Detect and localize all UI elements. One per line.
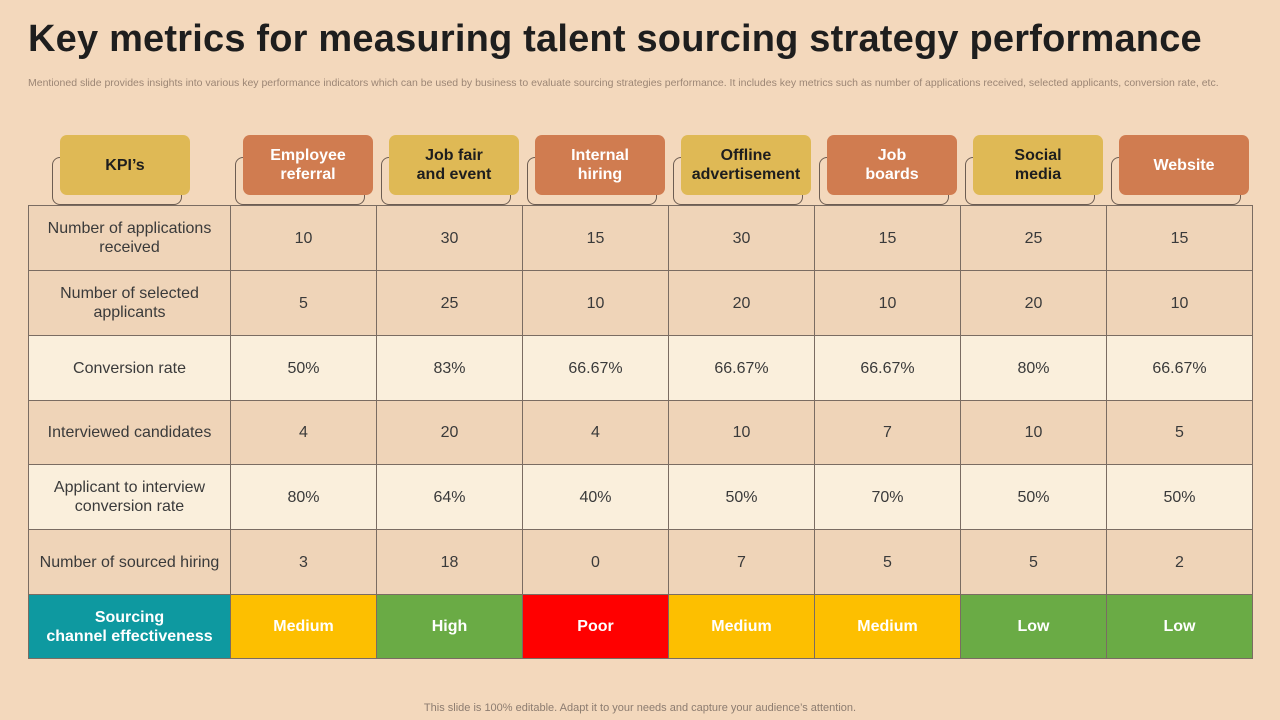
table-cell: High <box>376 594 523 659</box>
column-header: Job boards <box>827 135 957 195</box>
table-cell: 5 <box>230 270 377 336</box>
table-cell: Low <box>960 594 1107 659</box>
table-cell: 10 <box>668 400 815 465</box>
table-cell: 0 <box>522 529 669 595</box>
table-cell: 66.67% <box>1106 335 1253 401</box>
title: Key metrics for measuring talent sourcin… <box>28 18 1202 60</box>
table-cell: Low <box>1106 594 1253 659</box>
footer: This slide is 100% editable. Adapt it to… <box>423 702 857 714</box>
table-cell: 7 <box>668 529 815 595</box>
table-cell: 10 <box>814 270 961 336</box>
table-cell: Medium <box>230 594 377 659</box>
table-cell: 15 <box>814 205 961 271</box>
table-cell: 15 <box>1106 205 1253 271</box>
table-cell: 80% <box>230 464 377 530</box>
table-cell: 80% <box>960 335 1107 401</box>
table-cell: 7 <box>814 400 961 465</box>
table-cell: 10 <box>960 400 1107 465</box>
subtitle: Mentioned slide provides insights into v… <box>28 77 1219 89</box>
table-cell: 50% <box>960 464 1107 530</box>
table-cell: 20 <box>668 270 815 336</box>
table-cell: 20 <box>960 270 1107 336</box>
table-cell: 10 <box>1106 270 1253 336</box>
table-cell: 83% <box>376 335 523 401</box>
row-header: Applicant to interview conversion rate <box>28 464 231 530</box>
table-cell: 66.67% <box>668 335 815 401</box>
table-cell: 5 <box>814 529 961 595</box>
table-cell: 40% <box>522 464 669 530</box>
table-cell: 10 <box>522 270 669 336</box>
table-cell: 70% <box>814 464 961 530</box>
table-cell: 50% <box>1106 464 1253 530</box>
table-cell: 64% <box>376 464 523 530</box>
table-cell: 3 <box>230 529 377 595</box>
table-cell: 4 <box>230 400 377 465</box>
row-header: Number of applications received <box>28 205 231 271</box>
table-cell: 20 <box>376 400 523 465</box>
column-header: Job fair and event <box>389 135 519 195</box>
table-cell: 30 <box>376 205 523 271</box>
row-header: Sourcing channel effectiveness <box>28 594 231 659</box>
column-header: Employee referral <box>243 135 373 195</box>
table-cell: 50% <box>668 464 815 530</box>
table-cell: 66.67% <box>522 335 669 401</box>
row-header: Conversion rate <box>28 335 231 401</box>
table-cell: Medium <box>668 594 815 659</box>
table-cell: 25 <box>960 205 1107 271</box>
table-cell: 5 <box>960 529 1107 595</box>
table-cell: 15 <box>522 205 669 271</box>
column-header: Website <box>1119 135 1249 195</box>
column-header: Social media <box>973 135 1103 195</box>
row-header: Number of sourced hiring <box>28 529 231 595</box>
column-header: Offline advertisement <box>681 135 811 195</box>
table-cell: Medium <box>814 594 961 659</box>
table-cell: 50% <box>230 335 377 401</box>
table-cell: 4 <box>522 400 669 465</box>
table-cell: 30 <box>668 205 815 271</box>
column-header: KPI’s <box>60 135 190 195</box>
table-cell: 66.67% <box>814 335 961 401</box>
column-header: Internal hiring <box>535 135 665 195</box>
row-header: Number of selected applicants <box>28 270 231 336</box>
table-cell: 5 <box>1106 400 1253 465</box>
table-cell: 10 <box>230 205 377 271</box>
row-header: Interviewed candidates <box>28 400 231 465</box>
table-cell: 25 <box>376 270 523 336</box>
table-cell: 2 <box>1106 529 1253 595</box>
table-cell: Poor <box>522 594 669 659</box>
table-cell: 18 <box>376 529 523 595</box>
